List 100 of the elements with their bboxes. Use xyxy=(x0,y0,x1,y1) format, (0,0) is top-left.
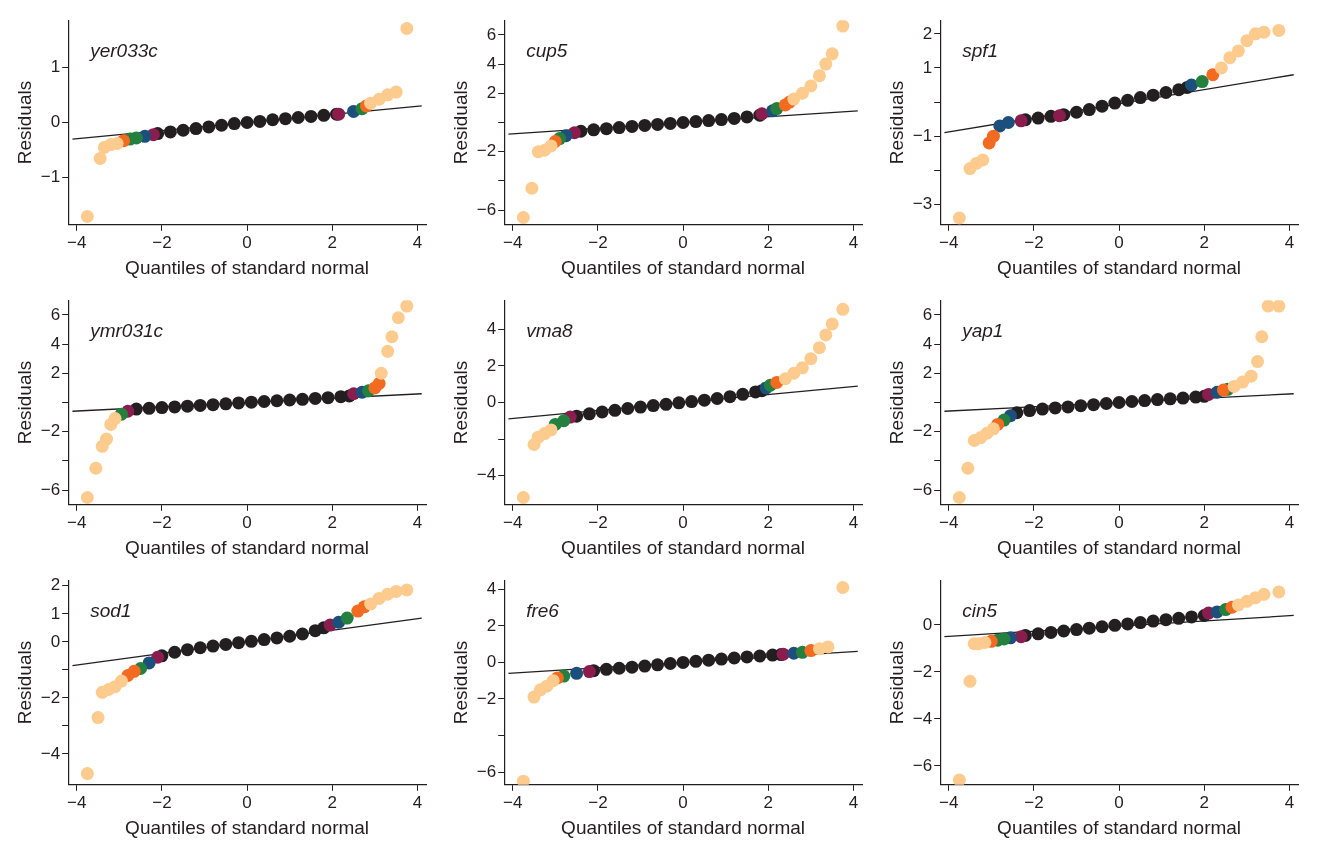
x-tick-label: −4 xyxy=(503,792,523,812)
x-tick-label: 2 xyxy=(1199,792,1210,812)
y-tick-label: 6 xyxy=(486,24,497,44)
y-tick-label: 4 xyxy=(486,579,497,599)
x-tick-label: 0 xyxy=(242,232,252,252)
y-tick-label: −4 xyxy=(912,708,933,728)
x-tick-label: −4 xyxy=(503,232,523,252)
x-axis-title: Quantiles of standard normal xyxy=(125,536,370,558)
x-tick-label: 4 xyxy=(412,792,423,812)
x-tick-label: −4 xyxy=(503,512,523,532)
x-tick-label: 2 xyxy=(763,792,774,812)
x-tick-label: 4 xyxy=(848,792,859,812)
y-tick-label: −6 xyxy=(476,199,497,219)
text: spf1 xyxy=(962,39,999,61)
x-tick-label: 0 xyxy=(242,792,252,812)
y-tick-label: 1 xyxy=(50,56,61,76)
y-tick-label: 1 xyxy=(922,57,933,77)
y-tick-label: 6 xyxy=(922,304,933,324)
x-tick-label: −2 xyxy=(1024,512,1044,532)
y-tick-label: 2 xyxy=(50,575,61,595)
x-tick-label: 2 xyxy=(763,232,774,252)
y-tick-label: −2 xyxy=(912,421,933,441)
text: sod1 xyxy=(90,599,132,621)
x-tick-label: 2 xyxy=(327,232,338,252)
x-tick-label: −2 xyxy=(152,232,172,252)
x-axis-title: Quantiles of standard normal xyxy=(125,256,370,278)
x-tick-label: −2 xyxy=(588,232,608,252)
x-tick-label: 0 xyxy=(242,512,252,532)
x-axis-title: Quantiles of standard normal xyxy=(561,256,806,278)
x-tick-label: 2 xyxy=(763,512,774,532)
x-axis-title: Quantiles of standard normal xyxy=(997,256,1242,278)
y-axis-title: Residuals xyxy=(449,80,471,165)
y-tick-label: 1 xyxy=(50,603,61,623)
text: yer033c xyxy=(88,39,159,61)
x-axis-title: Quantiles of standard normal xyxy=(997,536,1242,558)
x-axis-title: Quantiles of standard normal xyxy=(997,816,1242,838)
y-axis-title: Residuals xyxy=(449,640,471,725)
x-tick-label: −4 xyxy=(67,232,87,252)
y-tick-label: 2 xyxy=(486,355,497,375)
x-tick-label: 4 xyxy=(412,512,423,532)
y-tick-label: 2 xyxy=(486,82,497,102)
x-tick-label: −4 xyxy=(939,512,959,532)
y-tick-label: −4 xyxy=(476,465,497,485)
x-tick-label: −4 xyxy=(67,512,87,532)
y-tick-label: 4 xyxy=(922,333,933,353)
y-tick-label: 2 xyxy=(50,362,61,382)
x-tick-label: 2 xyxy=(327,792,338,812)
x-tick-label: 4 xyxy=(1284,792,1295,812)
x-tick-label: 4 xyxy=(848,512,859,532)
x-tick-label: 0 xyxy=(1114,232,1124,252)
x-tick-label: 0 xyxy=(678,792,688,812)
y-tick-label: −6 xyxy=(912,479,933,499)
y-tick-label: 2 xyxy=(486,615,497,635)
x-tick-label: 0 xyxy=(1114,792,1124,812)
y-axis-title: Residuals xyxy=(885,360,907,445)
y-tick-label: 4 xyxy=(486,319,497,339)
y-tick-label: 0 xyxy=(50,631,61,651)
text: vma8 xyxy=(526,319,574,341)
x-tick-label: 2 xyxy=(1199,232,1210,252)
x-tick-label: −4 xyxy=(939,232,959,252)
y-axis-title: Residuals xyxy=(13,360,35,445)
y-tick-label: −2 xyxy=(40,421,61,441)
y-axis-title: Residuals xyxy=(885,640,907,725)
y-tick-label: 2 xyxy=(922,23,933,43)
y-tick-label: −6 xyxy=(476,761,497,781)
y-tick-label: 4 xyxy=(50,333,61,353)
x-tick-label: −2 xyxy=(588,512,608,532)
y-tick-label: −2 xyxy=(476,688,497,708)
y-axis-title: Residuals xyxy=(885,80,907,165)
x-axis-title: Quantiles of standard normal xyxy=(125,816,370,838)
x-tick-label: −2 xyxy=(152,792,172,812)
y-tick-label: −2 xyxy=(40,687,61,707)
x-tick-label: −2 xyxy=(588,792,608,812)
text: cin5 xyxy=(962,599,998,621)
x-tick-label: 0 xyxy=(678,512,688,532)
x-tick-label: 2 xyxy=(1199,512,1210,532)
text: fre6 xyxy=(526,599,560,621)
x-tick-label: 4 xyxy=(848,232,859,252)
x-tick-label: −2 xyxy=(1024,232,1044,252)
x-tick-label: 2 xyxy=(327,512,338,532)
y-tick-label: −3 xyxy=(912,194,933,214)
y-axis-title: Residuals xyxy=(13,80,35,165)
x-tick-label: −2 xyxy=(1024,792,1044,812)
x-tick-label: 0 xyxy=(1114,512,1124,532)
y-tick-label: −4 xyxy=(40,743,61,763)
y-tick-label: 0 xyxy=(486,652,497,672)
y-tick-label: 0 xyxy=(50,112,61,132)
x-tick-label: 0 xyxy=(678,232,688,252)
x-tick-label: −4 xyxy=(939,792,959,812)
y-tick-label: −6 xyxy=(40,479,61,499)
x-tick-label: 4 xyxy=(1284,512,1295,532)
text: ymr031c xyxy=(88,319,164,341)
y-tick-label: −1 xyxy=(912,125,933,145)
text: cup5 xyxy=(526,39,568,61)
y-tick-label: 0 xyxy=(486,392,497,412)
x-tick-label: −2 xyxy=(152,512,172,532)
x-tick-label: 4 xyxy=(1284,232,1295,252)
y-tick-label: −1 xyxy=(40,167,61,187)
y-tick-label: −2 xyxy=(912,661,933,681)
y-tick-label: −2 xyxy=(476,141,497,161)
